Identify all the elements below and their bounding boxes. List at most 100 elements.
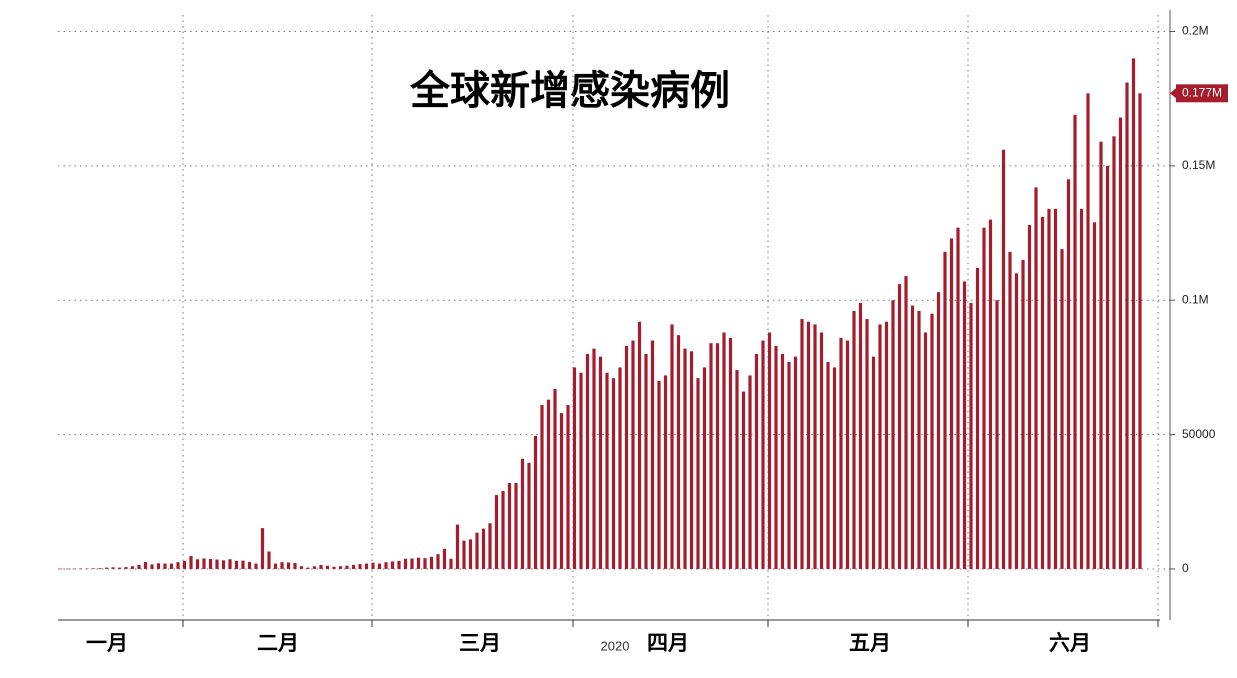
bar [988, 219, 993, 569]
bar [455, 524, 460, 569]
bar [689, 351, 694, 569]
bar [670, 324, 674, 569]
bar [839, 337, 843, 569]
bar [969, 302, 973, 569]
bar [91, 568, 96, 570]
bar [462, 540, 466, 569]
bar [741, 391, 746, 569]
bar [195, 559, 200, 569]
month-label: 四月 [647, 631, 689, 655]
bar [637, 321, 642, 569]
bar [72, 568, 76, 570]
bar [254, 563, 258, 569]
chart-title: 全球新增感染病例 [409, 68, 730, 113]
bar [761, 340, 765, 569]
bar [1053, 208, 1058, 569]
bar [299, 566, 304, 569]
bar [306, 567, 310, 569]
bar [1079, 208, 1084, 569]
bar [358, 564, 362, 569]
bar [949, 238, 954, 569]
bar [85, 568, 89, 570]
bar [962, 281, 967, 569]
bar [572, 367, 577, 569]
bar [293, 563, 297, 569]
bar [1066, 179, 1071, 569]
bar [228, 559, 232, 569]
bar [514, 482, 518, 569]
bar [780, 353, 785, 569]
y-tick-label: 0.2M [1182, 24, 1209, 38]
bar [832, 367, 837, 569]
bar [559, 413, 564, 569]
bar [1040, 216, 1045, 569]
bar [143, 561, 148, 569]
bar [858, 302, 863, 569]
bar [436, 554, 440, 569]
bar [1073, 114, 1077, 569]
y-tick-label: 0.15M [1182, 158, 1215, 172]
bar [247, 561, 252, 569]
y-tick-label: 0 [1182, 561, 1189, 575]
bar [1125, 82, 1129, 569]
bar [137, 564, 141, 569]
bar [176, 562, 180, 569]
bar [819, 332, 824, 569]
bar [130, 566, 135, 569]
bar [618, 367, 622, 569]
bar [351, 564, 356, 569]
bar [124, 567, 128, 569]
bar [78, 568, 83, 570]
bar [468, 539, 473, 569]
bar [891, 300, 895, 569]
bar [754, 353, 759, 569]
bar [930, 313, 934, 569]
bar [923, 332, 928, 569]
bar [397, 560, 401, 569]
bar [852, 310, 856, 569]
bar [995, 300, 999, 569]
bar [384, 562, 388, 569]
bar [423, 558, 427, 569]
bar [813, 324, 817, 569]
bar [59, 568, 63, 570]
bar [488, 523, 492, 569]
bar [663, 375, 668, 569]
bar [884, 321, 889, 569]
bar [650, 340, 655, 569]
bar [1105, 165, 1110, 569]
bar [1001, 149, 1006, 569]
bar [364, 563, 369, 569]
bar [65, 568, 70, 570]
bar [156, 563, 161, 569]
month-label: 六月 [1049, 631, 1091, 655]
bar [793, 356, 798, 569]
bar [1034, 187, 1038, 569]
bar [917, 310, 921, 569]
bar [605, 372, 609, 569]
bar [1027, 224, 1032, 569]
bar [501, 491, 505, 569]
bar [345, 565, 349, 569]
bar [403, 558, 408, 569]
month-label: 三月 [459, 631, 501, 655]
bar [1008, 251, 1012, 569]
bar [722, 332, 726, 569]
bar [611, 378, 616, 569]
month-label: 二月 [257, 631, 299, 655]
bar [1118, 117, 1123, 569]
bar [696, 378, 700, 569]
bar [494, 495, 499, 569]
bar [806, 321, 811, 569]
bar [735, 370, 739, 569]
bar [169, 563, 174, 569]
bar [774, 345, 778, 569]
bar [865, 319, 869, 569]
value-label-box [1176, 84, 1228, 103]
bar [527, 462, 531, 569]
bar [1014, 273, 1019, 569]
bar [1021, 259, 1025, 569]
bar [117, 567, 122, 569]
bar [910, 305, 915, 569]
bar [507, 482, 512, 569]
